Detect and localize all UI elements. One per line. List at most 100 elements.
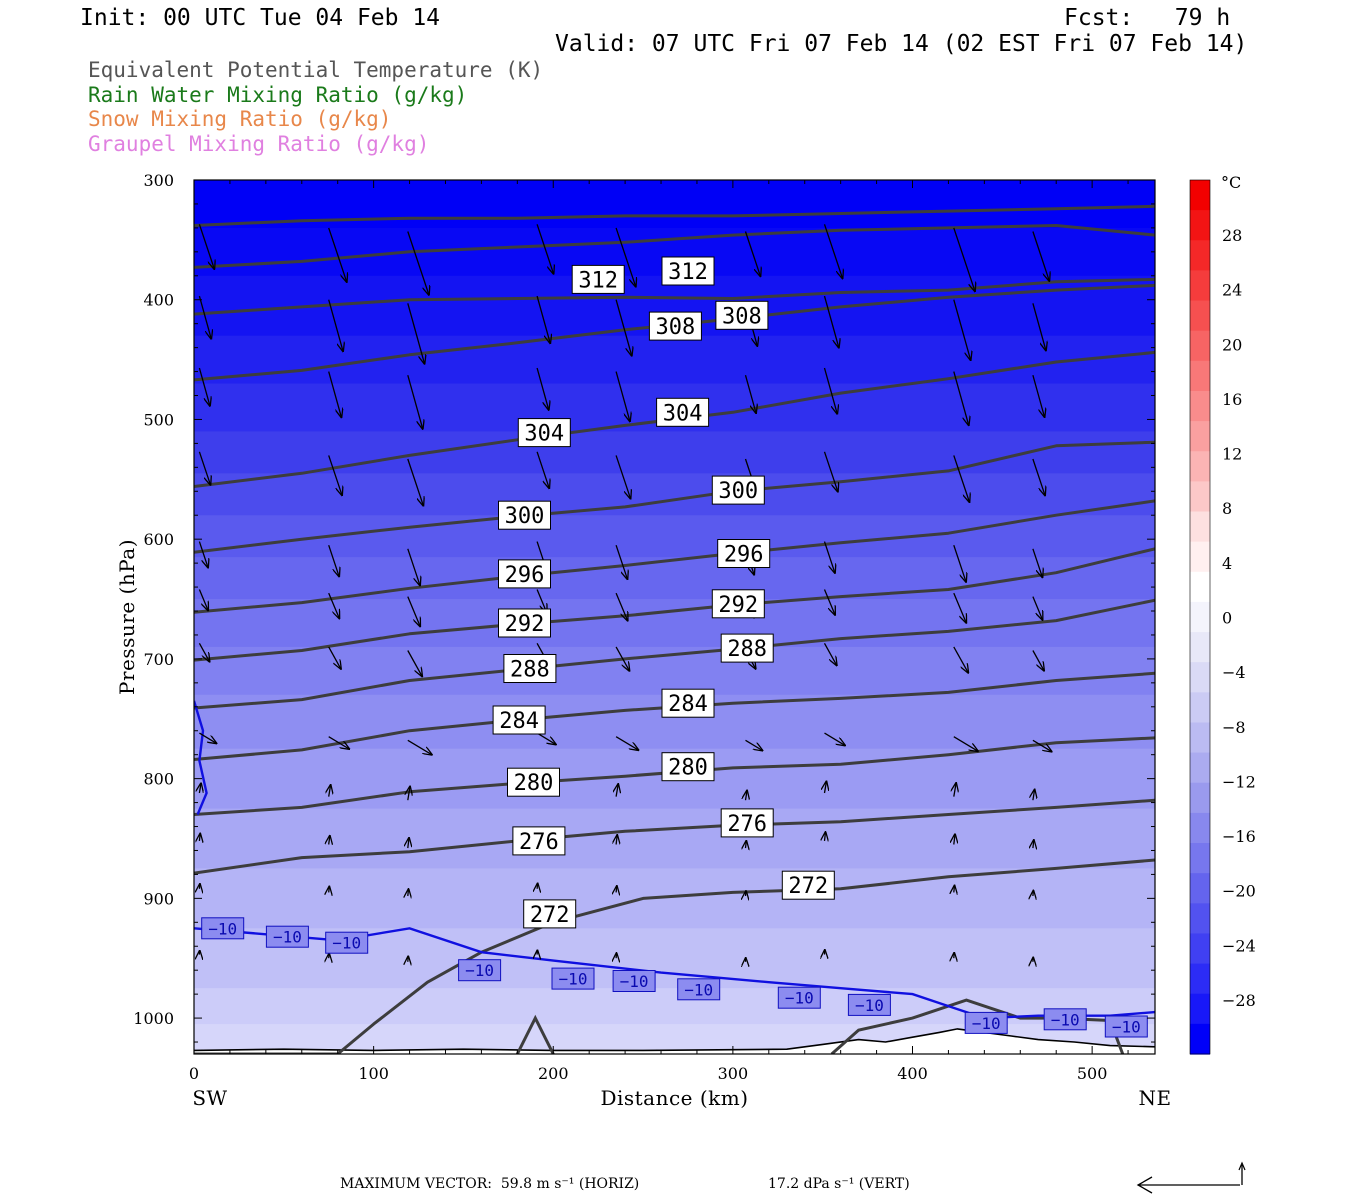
wind-vector: [825, 832, 826, 841]
colorbar-swatch: [1190, 903, 1210, 935]
wind-vector: [954, 783, 956, 797]
isotherm-label: −10: [273, 928, 302, 947]
colorbar-tick-label: −12: [1222, 772, 1256, 791]
isotherm-label: −10: [1112, 1018, 1141, 1037]
theta-e-line: [194, 547, 1155, 662]
contour-label-box: [648, 311, 702, 341]
colorbar-swatch: [1190, 812, 1210, 844]
y-tick-label: 800: [143, 770, 174, 789]
isotherm-label-box: [677, 978, 721, 1001]
colorbar-swatch: [1190, 481, 1210, 513]
wind-vector: [1033, 840, 1034, 848]
max-vector-note: MAXIMUM VECTOR: 59.8 m s⁻¹ (HORIZ): [340, 1176, 640, 1192]
wind-vector: [408, 889, 409, 896]
contour-label-box: [717, 539, 771, 568]
vert-vector-note: 17.2 dPa s⁻¹ (VERT): [768, 1176, 910, 1192]
isotherm-label-box: [265, 925, 309, 948]
wind-vector: [407, 458, 424, 506]
colorbar-swatch: [1190, 270, 1210, 302]
wind-vector: [407, 303, 425, 363]
wind-vector: [408, 787, 410, 801]
contour-label-box: [781, 870, 835, 900]
temperature-band: [194, 335, 1155, 385]
isotherm-label: −10: [208, 919, 237, 938]
init-time: Init: 00 UTC Tue 04 Feb 14: [80, 5, 441, 31]
colorbar-swatch: [1190, 933, 1210, 965]
wind-vector: [329, 836, 330, 845]
isotherm-line: [194, 700, 208, 815]
x-axis-right-end: NE: [1138, 1086, 1171, 1110]
theta-e-label: 300: [505, 504, 545, 529]
wind-vector: [198, 642, 209, 661]
colorbar-swatch: [1190, 843, 1210, 874]
theta-e-line: [194, 277, 1155, 316]
wind-vector: [953, 299, 971, 360]
wind-vector: [328, 455, 342, 495]
wind-vector: [615, 371, 630, 422]
colorbar-tick-label: −28: [1222, 991, 1256, 1010]
contour-label-box: [661, 256, 715, 286]
wind-vector: [199, 884, 200, 889]
colorbar-swatch: [1190, 180, 1210, 211]
theta-e-label: 272: [530, 903, 570, 928]
colorbar-swatch: [1190, 993, 1210, 1025]
contour-label-box: [720, 808, 774, 838]
colorbar-tick-label: −8: [1222, 718, 1246, 737]
temperature-band: [194, 868, 1155, 930]
temperature-band: [194, 515, 1155, 559]
colorbar-swatch: [1190, 390, 1210, 422]
colorbar-tick-label: 12: [1222, 445, 1242, 464]
isotherm-label: −10: [559, 970, 588, 989]
wind-vector: [825, 782, 827, 794]
legend-theta-e: Equivalent Potential Temperature (K): [88, 58, 544, 82]
colorbar-tick-label: 8: [1222, 499, 1232, 518]
wind-vector: [615, 646, 629, 671]
colorbar-swatch: [1190, 300, 1210, 332]
wind-vector: [1162, 643, 1175, 667]
wind-vectors: [199, 224, 1184, 962]
wind-vector: [823, 642, 837, 665]
contour-label-box: [498, 608, 551, 638]
colorbar-swatch: [1190, 360, 1210, 392]
y-tick-label: 700: [143, 650, 174, 669]
isotherm-label: −10: [785, 989, 814, 1008]
wind-vector: [1162, 590, 1173, 618]
wind-vector: [198, 541, 208, 568]
y-tick-label: 500: [143, 410, 174, 429]
wind-vector: [328, 227, 347, 282]
wind-vector: [407, 596, 420, 627]
isotherm-label: −10: [855, 996, 884, 1015]
colorbar-swatch: [1190, 632, 1210, 663]
wind-vector: [198, 367, 210, 406]
colorbar-swatch: [1190, 1023, 1210, 1055]
wind-vector: [328, 736, 350, 749]
temperature-band: [194, 557, 1155, 601]
contour-label-box: [571, 264, 625, 294]
contour-label-box: [656, 397, 710, 427]
wind-vector: [328, 592, 340, 618]
wind-vector: [616, 886, 617, 892]
theta-e-label: 292: [505, 612, 545, 637]
theta-e-label: 288: [727, 637, 767, 662]
colorbar: °C 28 24 20 16 12 8 4 0 −4 −8 −12 −16 −20 −24 −28: [1189, 173, 1256, 1055]
wind-vector: [615, 299, 632, 356]
contour-label-box: [715, 300, 769, 330]
wind-vector: [1032, 739, 1052, 751]
wind-vector: [954, 886, 955, 893]
isotherm-label-box: [325, 931, 369, 954]
theta-e-label: 280: [514, 771, 554, 796]
plot-frame: [193, 179, 1156, 1055]
contour-label-box: [498, 559, 551, 589]
wind-vector: [1033, 790, 1035, 801]
temperature-band: [194, 473, 1155, 517]
wind-vector: [953, 592, 966, 623]
colorbar-tick-label: −4: [1222, 663, 1246, 682]
wind-vector: [823, 451, 838, 492]
wind-vector: [615, 592, 628, 621]
wind-vector: [746, 791, 748, 801]
wind-vector: [198, 451, 210, 485]
wind-vector: [823, 367, 838, 414]
x-tick-label: 200: [538, 1064, 569, 1083]
contour-label-box: [517, 418, 571, 448]
wind-vector: [746, 841, 747, 848]
